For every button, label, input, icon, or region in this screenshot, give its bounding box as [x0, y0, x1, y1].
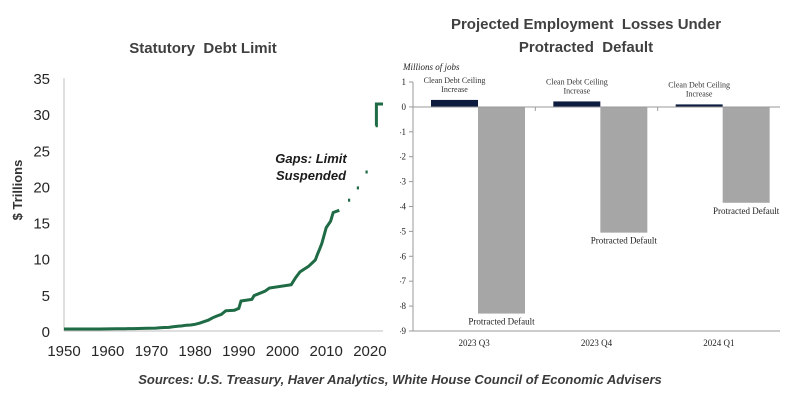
y-axis-label: Millions of jobs: [402, 62, 460, 72]
y-axis-label: $ Trillions: [10, 160, 25, 221]
x-tick-label: 1980: [178, 343, 211, 360]
y-tick-label: -5: [400, 226, 406, 236]
bar-data-label: Increase: [686, 89, 713, 98]
plot-area: 0 5 10 15 20 25 30 35 1950 1960 1970 1980 1990 2000 2…: [33, 71, 386, 360]
x-tick-labels: 1950 1960 1970 1980 1990 2000 2010 2020: [47, 343, 386, 360]
y-tick-label: -7: [400, 276, 406, 286]
x-tick-label: 1970: [135, 343, 168, 360]
chart-title: Statutory Debt Limit: [129, 40, 277, 57]
x-tick-label: 2020: [353, 343, 386, 360]
y-tick-label: 1: [402, 77, 407, 87]
y-tick-label: 30: [33, 107, 50, 124]
annotation-line-1: Gaps: Limit: [275, 151, 347, 166]
y-tick-label: -1: [400, 127, 406, 137]
debt-limit-segment: [374, 102, 383, 128]
y-tick-label: -6: [400, 251, 406, 261]
debt-limit-line: [64, 102, 383, 331]
y-tick-label: 10: [33, 252, 50, 269]
employment-losses-chart: Projected Employment Losses Under Protra…: [400, 16, 780, 348]
x-tick-label: 1950: [47, 343, 80, 360]
bar-data-label: Protracted Default: [591, 236, 658, 246]
bar-data-label: Clean Debt Ceiling: [424, 76, 486, 85]
debt-limit-chart: Statutory Debt Limit $ Trillions 0 5 10 15 2…: [10, 40, 387, 360]
bar-clean-increase: [553, 101, 601, 107]
chart-title-line-2: Protracted Default: [519, 39, 653, 56]
y-tick-label: 0: [42, 324, 50, 341]
source-note: Sources: U.S. Treasury, Haver Analytics,…: [138, 372, 662, 387]
y-tick-label: -3: [400, 177, 406, 187]
y-tick-labels: 1 0 -1 -2 -3 -4 -5 -6 -7 -8 -9: [400, 77, 413, 336]
plot-area: 10-1-2-3-4-5-6-7-8-9 Clean Debt CeilingI…: [400, 76, 780, 348]
bar-data-label: Increase: [441, 85, 468, 94]
bar-data-label: Increase: [564, 86, 591, 95]
debt-limit-segment: [64, 208, 340, 331]
y-tick-labels: 0 5 10 15 20 25 30 35: [33, 71, 50, 341]
bar-protracted-default: [600, 106, 648, 233]
bar-data-label: Protracted Default: [713, 206, 780, 216]
category-label: 2023 Q4: [581, 338, 613, 348]
y-tick-label: 20: [33, 179, 50, 196]
annotation-line-2: Suspended: [276, 168, 347, 183]
y-tick-label: -4: [400, 202, 406, 212]
y-tick-label: -9: [400, 326, 406, 336]
bar-protracted-default: [478, 106, 525, 314]
category-label: 2024 Q1: [703, 338, 734, 348]
y-tick-label: -8: [400, 301, 406, 311]
x-tick-label: 2000: [266, 343, 299, 360]
bar-data-label: Protracted Default: [468, 317, 535, 327]
y-tick-label: 25: [33, 143, 50, 160]
y-tick-label: 15: [33, 216, 50, 233]
category-dividers: [534, 106, 659, 111]
bar-protracted-default: [722, 106, 770, 203]
y-tick-label: 0: [402, 102, 407, 112]
y-tick-label: -2: [400, 152, 406, 162]
category-labels: 2023 Q3 2023 Q4 2024 Q1: [459, 338, 735, 348]
x-tick-label: 1960: [91, 343, 124, 360]
bar-clean-increase: [675, 104, 723, 107]
x-tick-label: 1990: [222, 343, 255, 360]
bar-data-label: Clean Debt Ceiling: [668, 80, 730, 89]
category-label: 2023 Q3: [459, 338, 491, 348]
y-tick-label: 35: [33, 71, 50, 88]
bar-clean-increase: [431, 99, 478, 107]
chart-title-line-1: Projected Employment Losses Under: [451, 16, 721, 33]
y-tick-label: 5: [42, 288, 50, 305]
bar-data-label: Clean Debt Ceiling: [546, 77, 608, 86]
x-tick-label: 2010: [310, 343, 343, 360]
